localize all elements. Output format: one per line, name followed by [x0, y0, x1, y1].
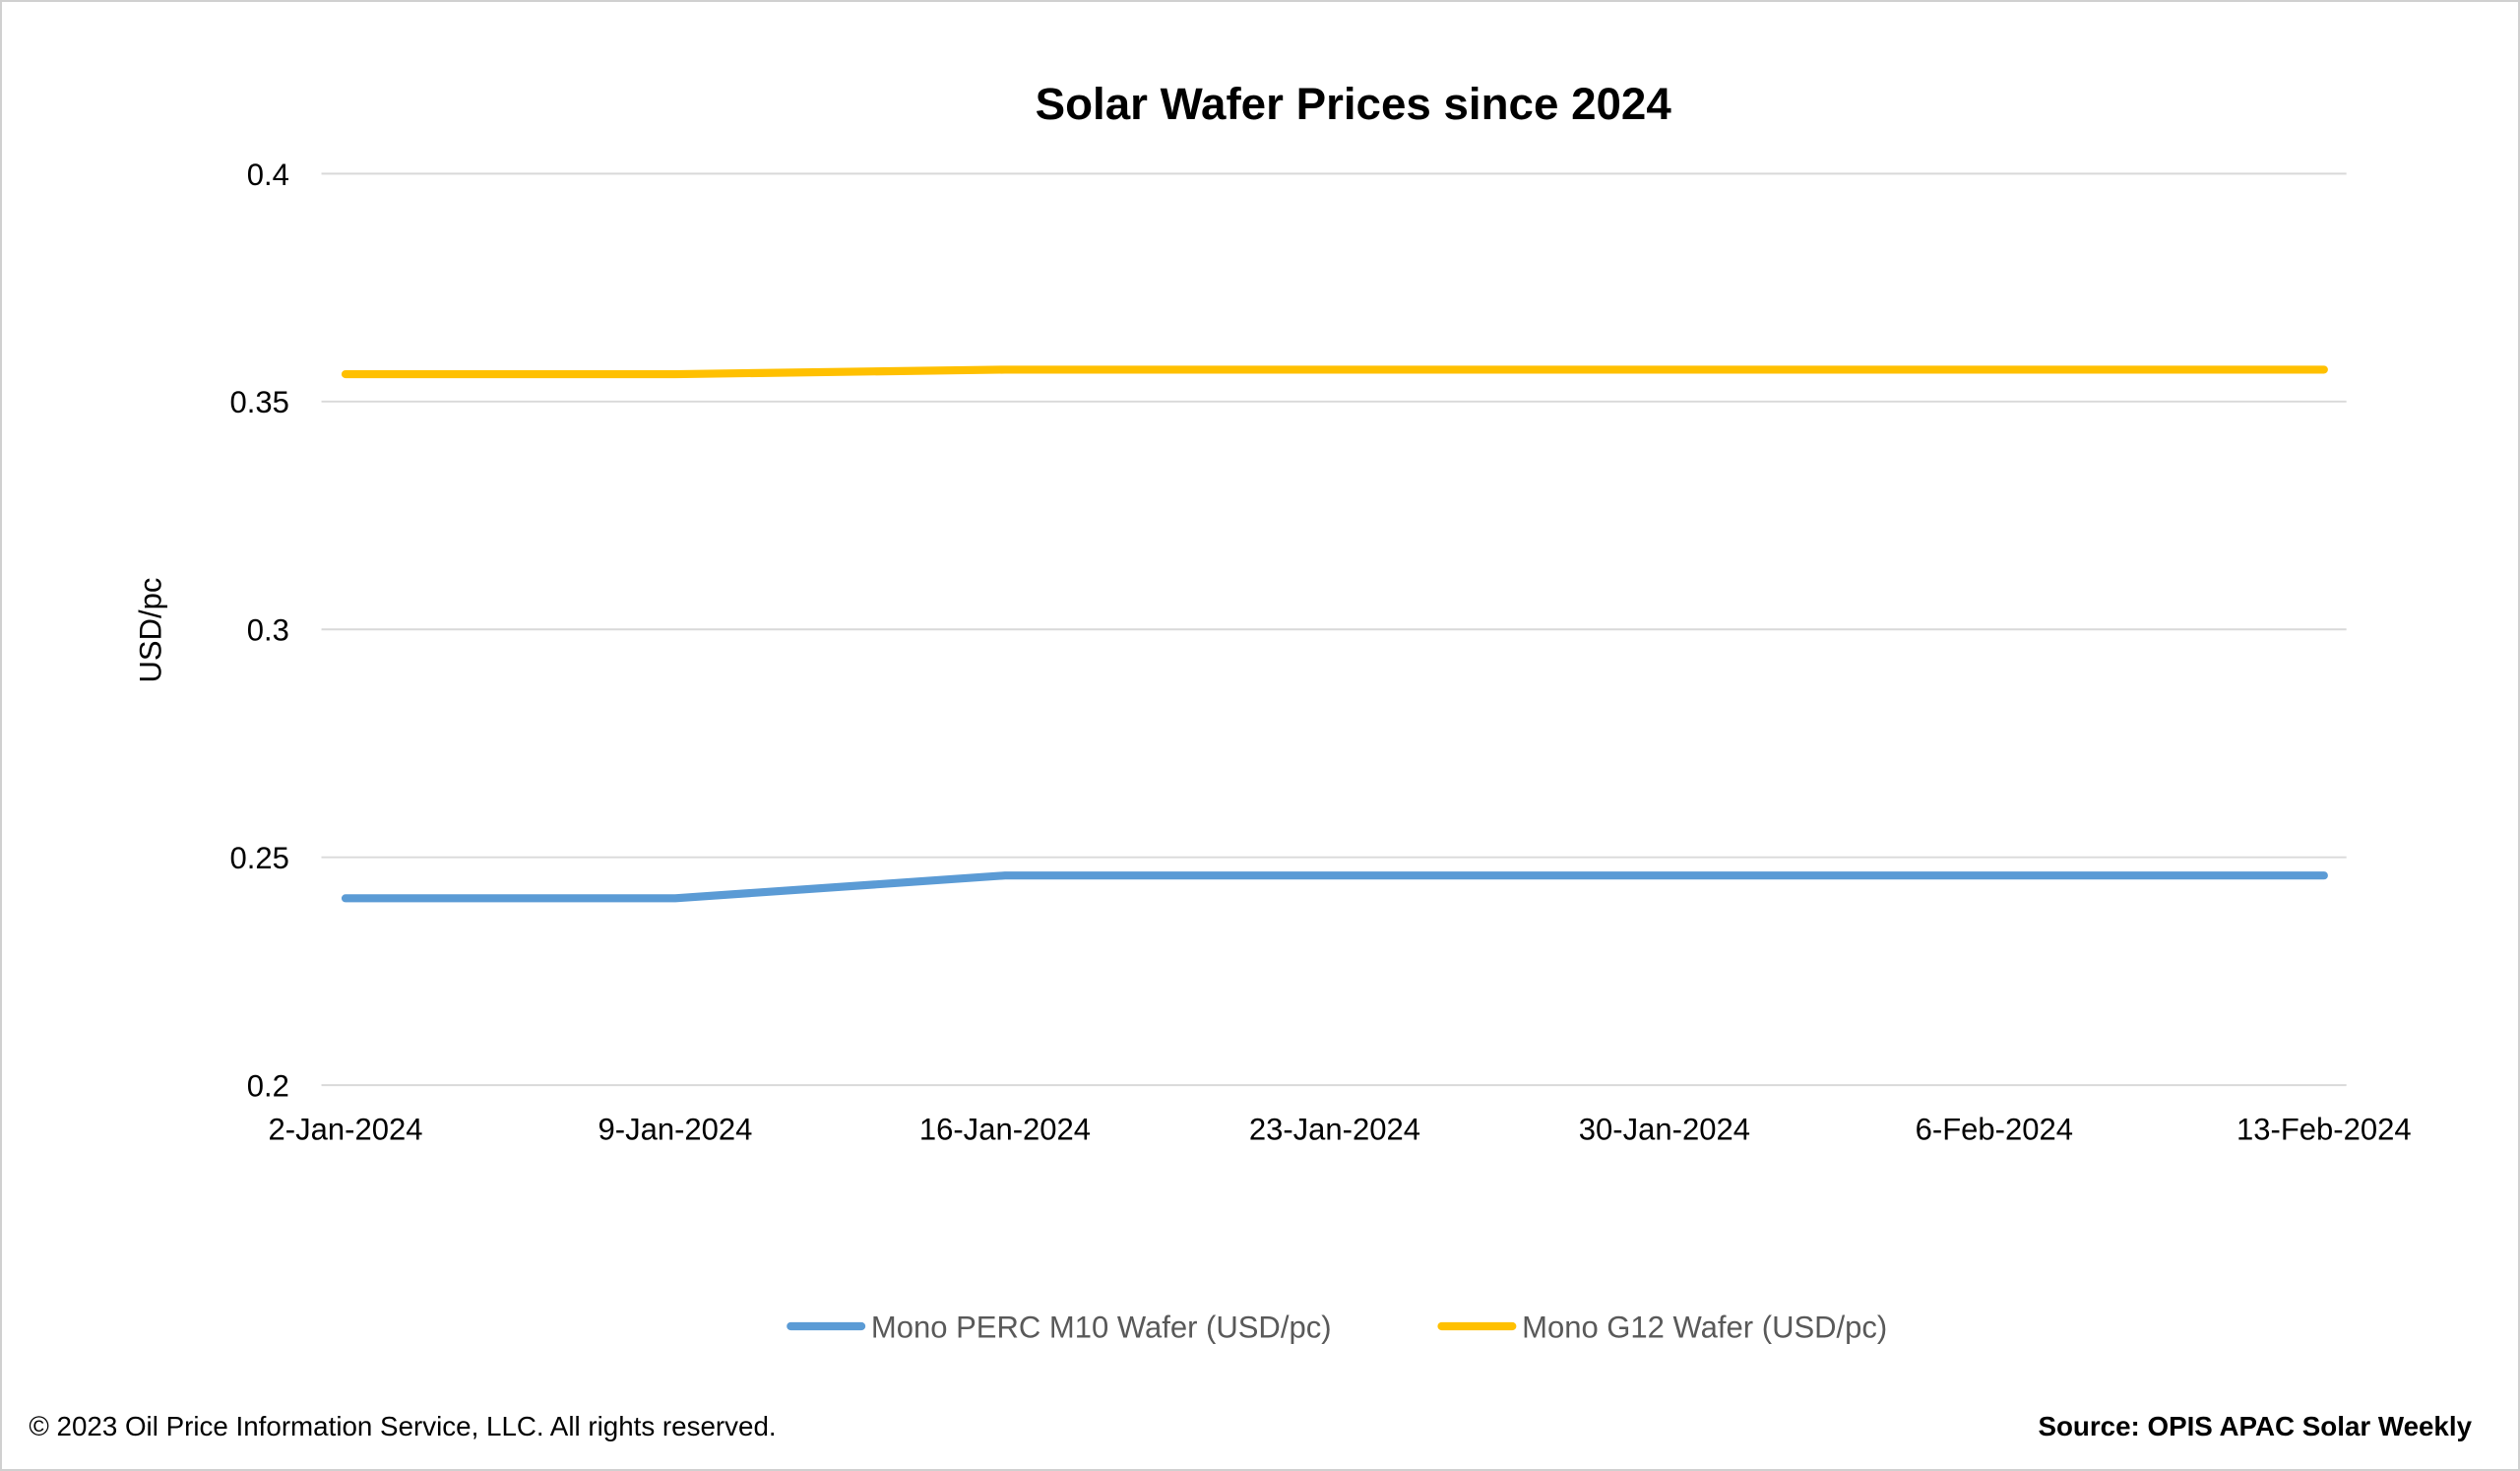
series-line-1 [341, 365, 2328, 379]
source-text: Source: OPIS APAC Solar Weekly [2038, 1411, 2472, 1441]
y-tick-label: 0.25 [230, 841, 289, 875]
x-tick-label: 13-Feb-2024 [2236, 1113, 2412, 1147]
x-tick-label: 6-Feb-2024 [1916, 1113, 2073, 1147]
y-tick-label: 0.35 [230, 385, 289, 419]
y-tick-label: 0.4 [247, 158, 289, 192]
y-axis-label: USD/pc [133, 578, 167, 683]
x-tick-label: 23-Jan-2024 [1249, 1113, 1420, 1147]
x-tick-label: 16-Jan-2024 [919, 1113, 1091, 1147]
y-tick-label: 0.3 [247, 613, 289, 648]
x-tick-label: 30-Jan-2024 [1579, 1113, 1750, 1147]
legend-label: Mono PERC M10 Wafer (USD/pc) [871, 1310, 1332, 1344]
x-tick-label: 2-Jan-2024 [269, 1113, 423, 1147]
legend-label: Mono G12 Wafer (USD/pc) [1522, 1310, 1887, 1344]
copyright-text: © 2023 Oil Price Information Service, LL… [29, 1411, 776, 1441]
x-tick-label: 9-Jan-2024 [598, 1113, 753, 1147]
series-line-0 [341, 871, 2328, 903]
chart-title: Solar Wafer Prices since 2024 [1036, 79, 1672, 129]
y-tick-label: 0.2 [247, 1069, 289, 1104]
